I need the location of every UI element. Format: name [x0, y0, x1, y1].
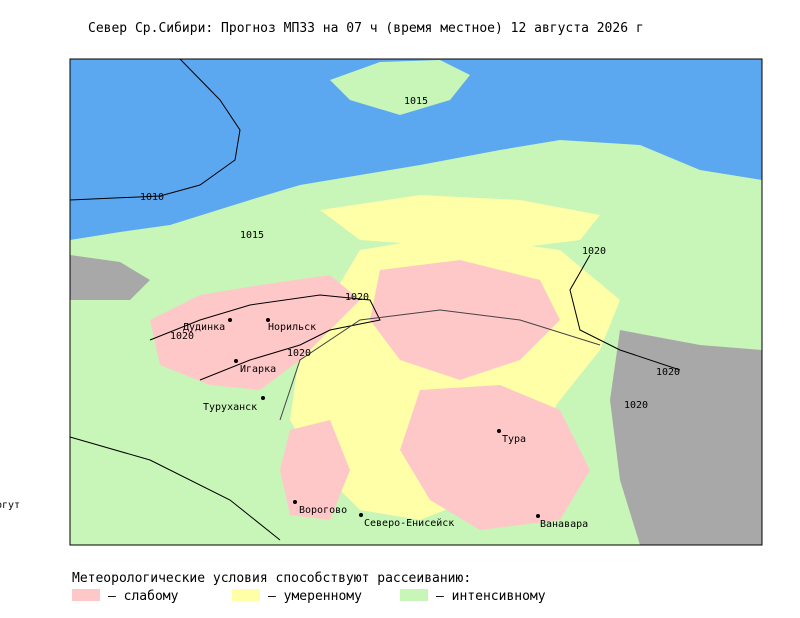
- city-label: Тура: [502, 434, 526, 445]
- isobar-label: 1020: [624, 400, 648, 411]
- isobar-label: 1020: [170, 331, 194, 342]
- city-dot: [359, 513, 363, 517]
- city-dot: [536, 514, 540, 518]
- weak-south: [400, 385, 590, 530]
- city-dot: [261, 396, 265, 400]
- isobar-1020: [149, 294, 381, 381]
- isobar-label: 1020: [345, 292, 369, 303]
- city-dot: [234, 359, 238, 363]
- legend-swatch: [72, 589, 100, 601]
- gray-east: [610, 330, 762, 545]
- city-label: Туруханск: [203, 402, 257, 413]
- legend-swatch: [400, 589, 428, 601]
- city-label: Норильск: [268, 322, 316, 333]
- isobar-label: 1015: [240, 230, 264, 241]
- region-border: [279, 309, 601, 421]
- isobar-label: 1020: [287, 348, 311, 359]
- weak-west: [150, 275, 360, 390]
- map: [69, 58, 763, 546]
- legend-item: – умеренному: [268, 589, 362, 604]
- isobar-label: 1015: [404, 96, 428, 107]
- title: Север Ср.Сибири: Прогноз МПЗЗ на 07 ч (в…: [88, 21, 644, 36]
- isobar-label: 1020: [582, 246, 606, 257]
- city-label: Ванавара: [540, 519, 588, 530]
- city-dot: [293, 500, 297, 504]
- legend-swatch: [232, 589, 260, 601]
- cities: Дудинка Норильск Игарка Туруханск Тура В…: [183, 318, 588, 530]
- island: [330, 60, 470, 115]
- isobar-1020-east: [569, 254, 681, 371]
- moderate-north: [320, 195, 600, 250]
- legend-item: – интенсивному: [436, 589, 546, 604]
- weak-southwest: [280, 420, 350, 520]
- city-dot: [228, 318, 232, 322]
- border: [69, 436, 281, 541]
- city-dot: [497, 429, 501, 433]
- city-label: Ворогово: [299, 505, 347, 516]
- city-label: Северо-Енисейск: [364, 517, 454, 529]
- legend: Метеорологические условия способствуют р…: [72, 571, 546, 604]
- weak-center: [370, 260, 560, 380]
- city-dot: [266, 318, 270, 322]
- legend-item: – слабому: [108, 589, 179, 604]
- isobar-labels: 1015 1010 1015 1020 1020 1020 1020 1020 …: [140, 96, 680, 411]
- isobar-label: 1010: [140, 192, 164, 203]
- legend-title: Метеорологические условия способствуют р…: [72, 571, 471, 586]
- city-label: Игарка: [240, 364, 276, 375]
- city-label: Дудинка: [183, 322, 225, 333]
- frame: [69, 58, 763, 546]
- edge-text: ргут: [0, 500, 20, 511]
- isobar-label: 1020: [656, 367, 680, 378]
- gray-west: [70, 255, 150, 300]
- isobar-1010: [69, 58, 241, 201]
